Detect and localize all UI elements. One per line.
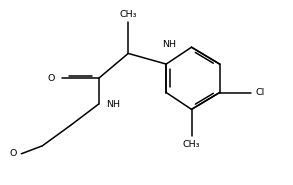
Text: Cl: Cl [255, 88, 265, 97]
Text: O: O [10, 149, 17, 158]
Text: CH₃: CH₃ [120, 10, 137, 19]
Text: NH: NH [106, 100, 120, 109]
Text: O: O [47, 74, 54, 83]
Text: CH₃: CH₃ [183, 140, 200, 149]
Text: NH: NH [162, 40, 176, 49]
